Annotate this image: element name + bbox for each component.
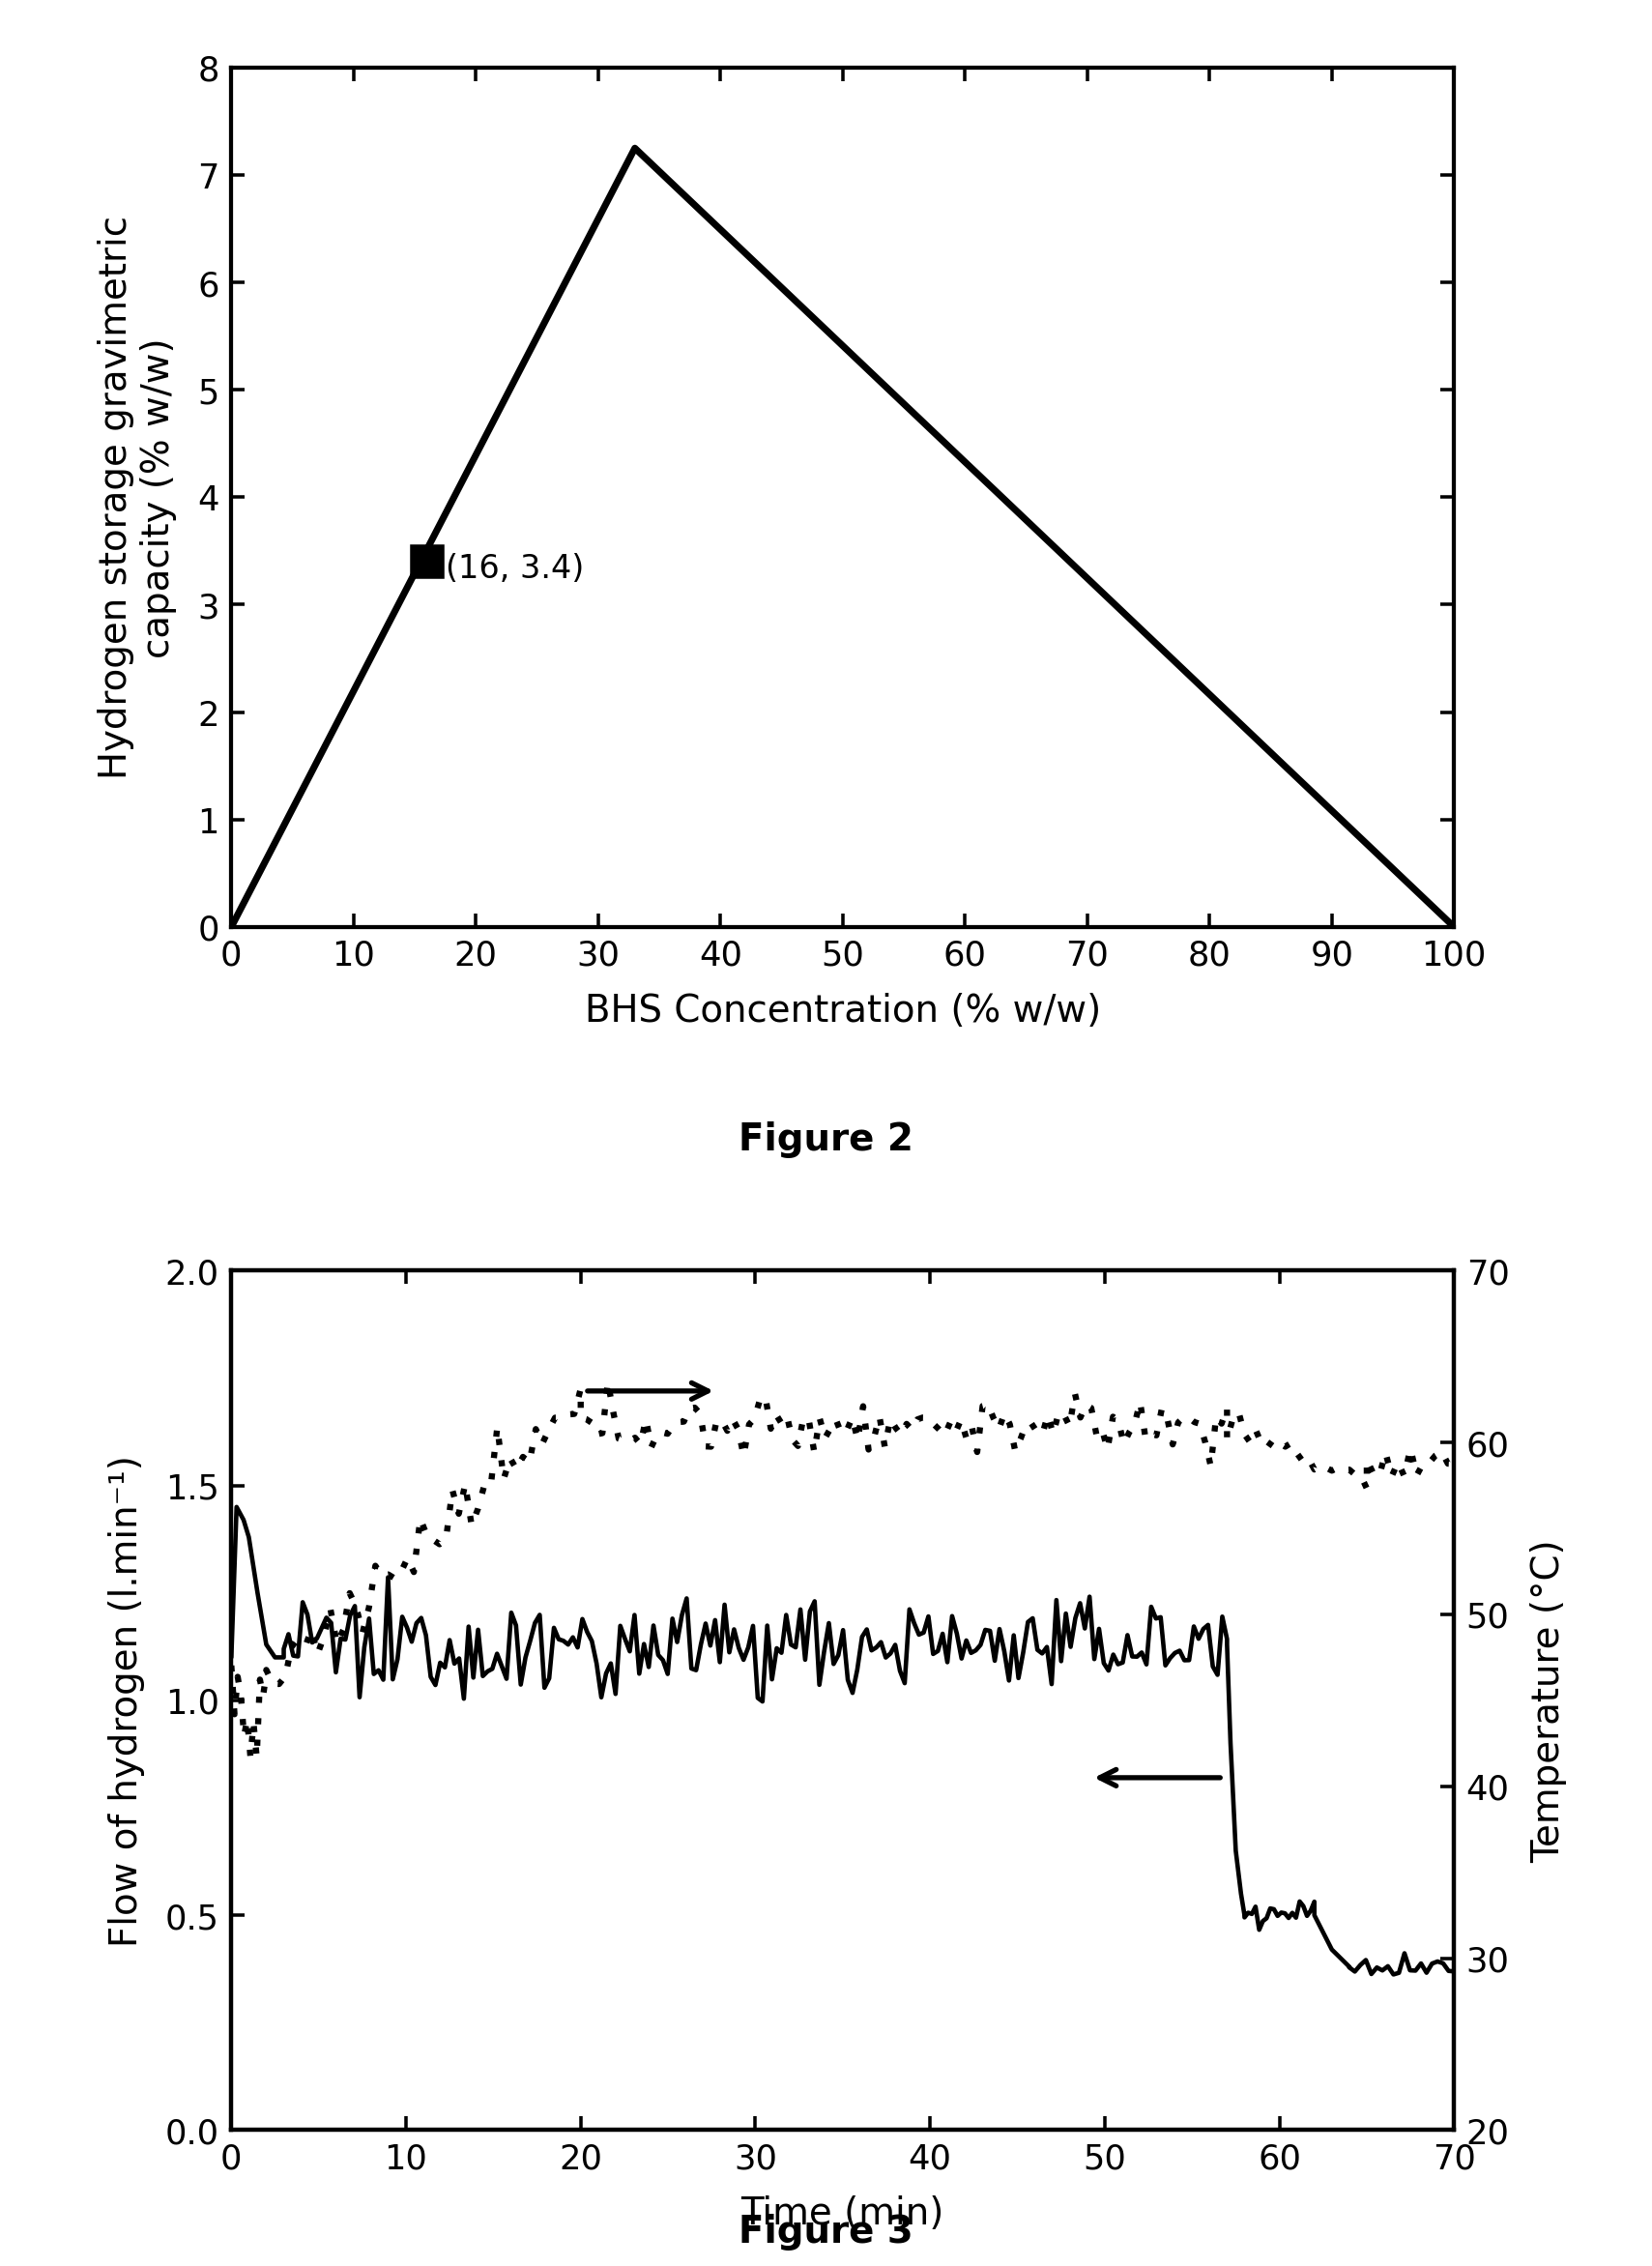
Y-axis label: Flow of hydrogen (l.min⁻¹): Flow of hydrogen (l.min⁻¹): [107, 1455, 145, 1946]
X-axis label: Time (min): Time (min): [740, 2196, 945, 2232]
X-axis label: BHS Concentration (% w/w): BHS Concentration (% w/w): [585, 993, 1100, 1029]
Y-axis label: Hydrogen storage gravimetric
capacity (% w/w): Hydrogen storage gravimetric capacity (%…: [97, 215, 177, 780]
Text: Figure 2: Figure 2: [738, 1122, 914, 1158]
Y-axis label: Temperature (°C): Temperature (°C): [1530, 1539, 1566, 1863]
Text: (16, 3.4): (16, 3.4): [446, 553, 583, 585]
Text: Figure 3: Figure 3: [738, 2214, 914, 2250]
